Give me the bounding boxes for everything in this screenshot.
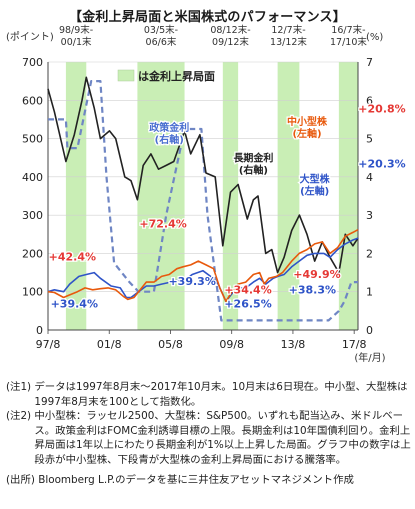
y-right-tick-label: 7 bbox=[366, 56, 373, 69]
series-label: 政策金利 bbox=[149, 121, 189, 134]
period-label: 03/5末- bbox=[144, 24, 178, 36]
y-right-tick-label: 2 bbox=[366, 247, 373, 260]
rising-period-band bbox=[277, 62, 300, 330]
percent-annotation: +20.3% bbox=[358, 157, 405, 170]
rising-period-band bbox=[338, 62, 358, 330]
x-tick-label: 01/8 bbox=[97, 338, 122, 351]
note-2-text: 中小型株：ラッセル2500、大型株：S&P500。いずれも配当込み、米ドルベース… bbox=[34, 410, 411, 466]
x-tick-label: 09/8 bbox=[219, 338, 244, 351]
x-tick-label: 05/8 bbox=[158, 338, 183, 351]
y-right-tick-label: 3 bbox=[366, 209, 373, 222]
source-note: (出所) Bloomberg L.P.のデータを基に三井住友アセットマネジメント… bbox=[6, 473, 411, 488]
note-2-label: (注2) bbox=[6, 410, 35, 422]
note-1: (注1) データは1997年8月末～2017年10月末。10月末は6日現在。中小… bbox=[6, 380, 411, 409]
series-line bbox=[48, 80, 358, 322]
period-label: 17/10末 bbox=[330, 36, 367, 48]
y-right-tick-label: 0 bbox=[366, 324, 373, 337]
y-right-tick-label: 6 bbox=[366, 94, 373, 107]
note-1-label: (注1) bbox=[6, 381, 35, 393]
x-tick-label: 97/8 bbox=[36, 338, 61, 351]
period-label: 00/1末 bbox=[61, 36, 92, 48]
y-left-tick-label: 600 bbox=[22, 94, 43, 107]
footnotes: (注1) データは1997年8月末～2017年10月末。10月末は6日現在。中小… bbox=[6, 380, 411, 488]
y-left-tick-label: 400 bbox=[22, 171, 43, 184]
x-tick-label: 13/8 bbox=[281, 338, 306, 351]
period-label: 06/6末 bbox=[146, 36, 177, 48]
series-line bbox=[47, 76, 359, 274]
note-2: (注2) 中小型株：ラッセル2500、大型株：S&P500。いずれも配当込み、米… bbox=[6, 409, 411, 467]
y-left-tick-label: 700 bbox=[22, 56, 43, 69]
rising-period-band bbox=[65, 62, 87, 330]
line-chart: 98/9末-00/1末 03/5末-06/6末 08/12末-09/12末 12/7末… bbox=[6, 24, 407, 364]
period-label: 08/12末- bbox=[210, 24, 250, 36]
percent-annotation: +34.4% bbox=[224, 284, 271, 297]
y-left-tick-label: 200 bbox=[22, 247, 43, 260]
series-label: (左軸) bbox=[300, 185, 329, 198]
percent-annotation: +26.5% bbox=[224, 297, 271, 310]
period-label: 12/7末- bbox=[271, 24, 305, 36]
period-label: 13/12末 bbox=[270, 36, 307, 48]
source-label: (出所) bbox=[6, 474, 39, 486]
y-left-unit: (ポイント) bbox=[6, 31, 54, 43]
note-1-text: データは1997年8月末～2017年10月末。10月末は6日現在。中小型、大型株… bbox=[34, 381, 408, 408]
percent-annotation: +38.3% bbox=[289, 284, 336, 297]
percent-annotation: +39.3% bbox=[168, 275, 215, 288]
percent-annotation: +72.4% bbox=[139, 217, 186, 230]
series-label: 大型株 bbox=[300, 173, 331, 186]
y-left-tick-label: 300 bbox=[22, 209, 43, 222]
percent-annotation: +39.4% bbox=[51, 297, 98, 310]
period-label: 16/7末- bbox=[331, 24, 365, 36]
percent-annotation: +49.9% bbox=[293, 268, 340, 281]
y-left-tick-label: 0 bbox=[36, 324, 43, 337]
series-label: 中小型株 bbox=[287, 115, 328, 128]
percent-annotation: +20.8% bbox=[358, 103, 405, 116]
percent-annotation: +42.4% bbox=[49, 251, 96, 264]
y-left-tick-label: 100 bbox=[22, 286, 43, 299]
y-right-tick-label: 5 bbox=[366, 133, 373, 146]
series-line bbox=[47, 237, 359, 303]
series-label: (右軸) bbox=[239, 164, 268, 177]
legend-swatch bbox=[117, 69, 135, 82]
source-text: Bloomberg L.P.のデータを基に三井住友アセットマネジメント作成 bbox=[38, 474, 354, 486]
y-left-tick-label: 500 bbox=[22, 133, 43, 146]
x-unit: (年/月) bbox=[354, 351, 385, 364]
series-label: (左軸) bbox=[292, 127, 321, 140]
chart-title: 【金利上昇局面と米国株式のパフォーマンス】 bbox=[69, 10, 346, 25]
rising-period-band bbox=[137, 62, 185, 330]
series-label: (右軸) bbox=[155, 133, 184, 146]
series-label: 長期金利 bbox=[233, 152, 273, 165]
y-right-unit: (%) bbox=[366, 32, 383, 43]
x-tick-label: 17/8 bbox=[342, 338, 367, 351]
period-label: 98/9末- bbox=[59, 24, 93, 36]
period-label: 09/12末 bbox=[212, 36, 249, 48]
series-line bbox=[47, 228, 359, 303]
y-right-tick-label: 1 bbox=[366, 286, 373, 299]
y-right-tick-label: 4 bbox=[366, 171, 373, 184]
legend-label: は金利上昇局面 bbox=[138, 69, 215, 83]
